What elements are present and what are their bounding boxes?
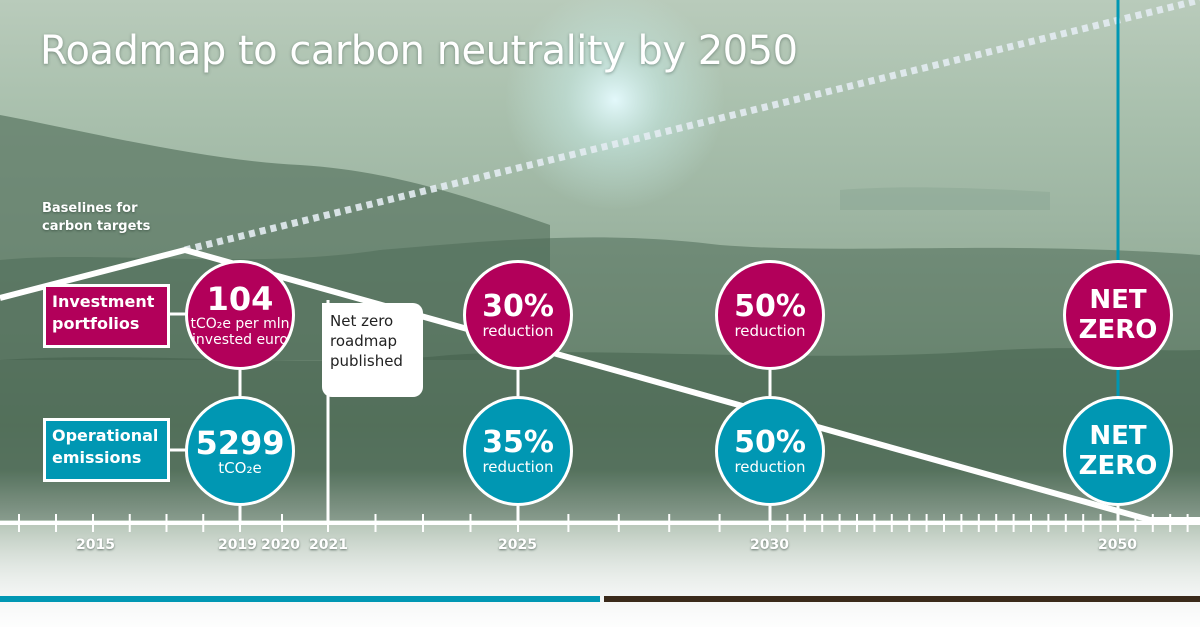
operational-2050-line2: ZERO xyxy=(1078,451,1158,481)
operational-2025-unit: reduction xyxy=(482,457,554,476)
operational-2030-unit: reduction xyxy=(734,457,806,476)
investment-2050-line2: ZERO xyxy=(1078,315,1158,345)
projection-dotted-line xyxy=(184,0,1200,254)
brand-bar-dark xyxy=(604,596,1200,602)
year-label-2030: 2030 xyxy=(750,537,789,553)
investment-2050-circle: NET ZERO xyxy=(1063,260,1173,370)
operational-2025-value: 35% xyxy=(482,424,554,460)
year-label-2021: 2021 xyxy=(309,537,348,553)
year-label-2050: 2050 xyxy=(1098,537,1137,553)
investment-2025-value: 30% xyxy=(482,288,554,324)
baseline-note: Baselines for carbon targets xyxy=(42,201,151,234)
year-label-2025: 2025 xyxy=(498,537,537,553)
baseline-operational-value: 5299 xyxy=(195,423,285,462)
investment-portfolios-label: Investment portfolios xyxy=(43,284,170,348)
year-label-2019: 2019 xyxy=(218,537,257,553)
baseline-investment-value: 104 xyxy=(206,280,274,318)
operational-2030-value: 50% xyxy=(734,424,806,460)
baseline-operational-circle: 5299 tCO₂e xyxy=(185,396,295,506)
investment-2030-circle: 50% reduction xyxy=(715,260,825,370)
baseline-operational-unit: tCO₂e xyxy=(218,458,262,477)
investment-2025-circle: 30% reduction xyxy=(463,260,573,370)
investment-2030-value: 50% xyxy=(734,288,806,324)
operational-2030-circle: 50% reduction xyxy=(715,396,825,506)
timeline-ticks xyxy=(18,514,1189,532)
brand-bar-teal xyxy=(0,596,600,602)
investment-2030-unit: reduction xyxy=(734,321,806,340)
baseline-investment-unit: tCO₂e per mln invested euro xyxy=(190,316,290,348)
lower-fog xyxy=(0,470,1200,627)
investment-2025-unit: reduction xyxy=(482,321,554,340)
baseline-investment-circle: 104 tCO₂e per mln invested euro xyxy=(185,260,295,370)
operational-2050-line1: NET xyxy=(1089,421,1147,451)
operational-2050-circle: NET ZERO xyxy=(1063,396,1173,506)
operational-emissions-label: Operational emissions xyxy=(43,418,170,482)
operational-2025-circle: 35% reduction xyxy=(463,396,573,506)
page-title: Roadmap to carbon neutrality by 2050 xyxy=(40,28,798,74)
hill-right xyxy=(840,187,1050,210)
year-label-2015: 2015 xyxy=(76,537,115,553)
emission-path-line xyxy=(0,247,1200,523)
roadmap-published-callout: Net zero roadmap published xyxy=(322,303,423,397)
year-label-2020: 2020 xyxy=(261,537,300,553)
investment-2050-line1: NET xyxy=(1089,285,1147,315)
